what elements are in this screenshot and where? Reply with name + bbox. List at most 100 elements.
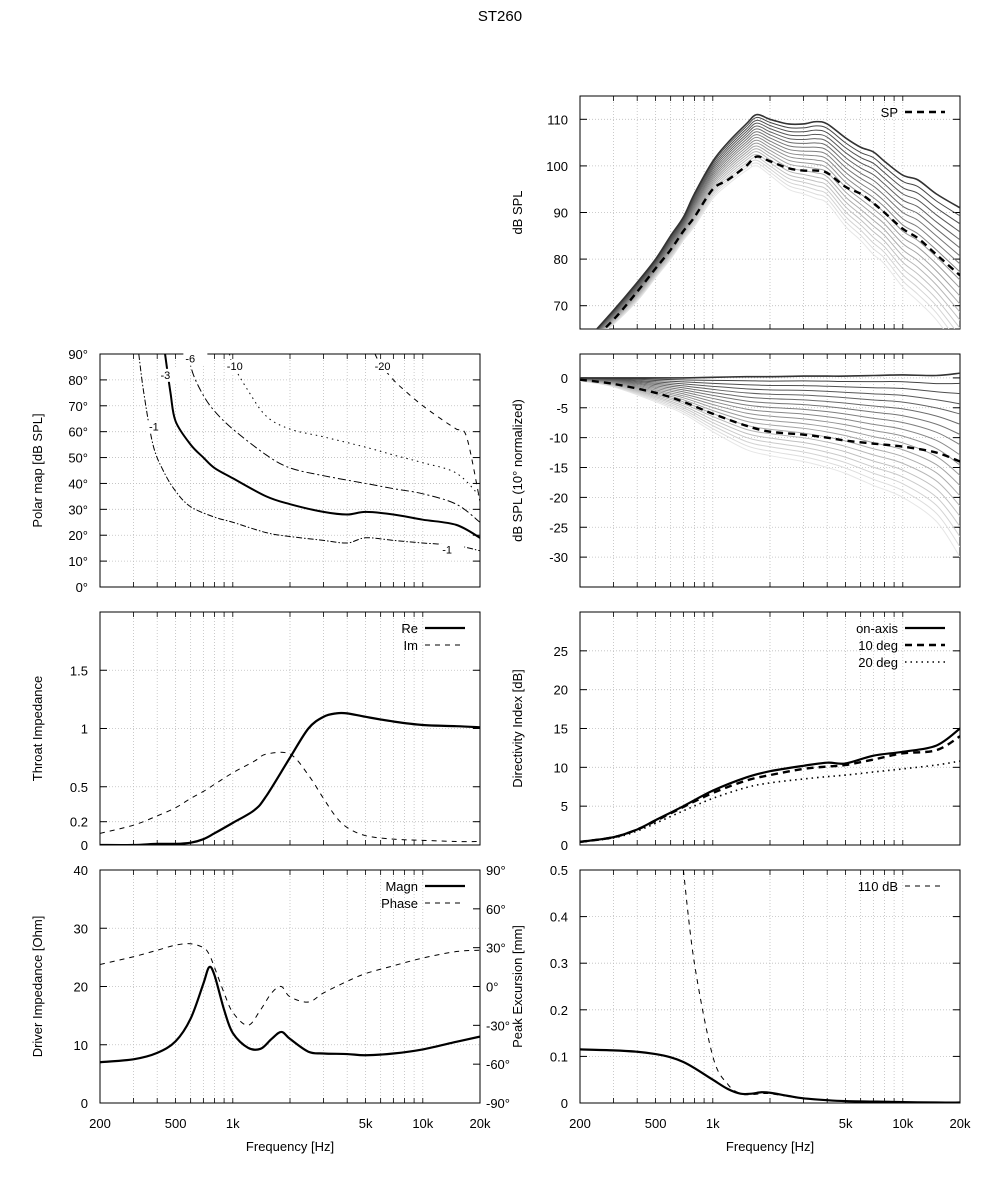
y-tick-label: 0 bbox=[561, 1096, 568, 1111]
y-tick-label: 10° bbox=[68, 554, 88, 569]
y-axis-label: Polar map [dB SPL] bbox=[30, 413, 45, 527]
off-axis-curve bbox=[580, 379, 960, 486]
x-axis-label: Frequency [Hz] bbox=[726, 1139, 814, 1154]
chart-data-layer bbox=[580, 870, 960, 1103]
y2-tick-label: -30° bbox=[486, 1018, 510, 1033]
chart-spl: 70 80 90 100 110 dB SPL SP bbox=[510, 95, 961, 330]
y-tick-label: 0° bbox=[76, 580, 88, 595]
x-tick-label: 5k bbox=[359, 1116, 373, 1131]
y-tick-label: -15 bbox=[549, 461, 568, 476]
contour-line bbox=[187, 354, 480, 523]
y-tick-label: 20 bbox=[74, 980, 88, 995]
magnitude-line bbox=[100, 965, 480, 1064]
y-tick-label: 0.5 bbox=[70, 780, 88, 795]
y-tick-label: 0 bbox=[561, 371, 568, 386]
off-axis-curve bbox=[605, 159, 956, 329]
legend-label: 110 dB bbox=[858, 879, 898, 894]
plot-frame bbox=[99, 353, 481, 588]
plot-frame bbox=[99, 611, 481, 846]
plot-frame bbox=[579, 95, 961, 330]
legend-label: Im bbox=[404, 638, 418, 653]
y-tick-label: 40° bbox=[68, 476, 88, 491]
legend-label: Magn bbox=[385, 879, 418, 894]
y-tick-label: 50° bbox=[68, 451, 88, 466]
y-tick-label: 80° bbox=[68, 373, 88, 388]
y-axis-label: Driver Impedance [Ohm] bbox=[30, 916, 45, 1058]
off-axis-curve bbox=[580, 380, 960, 548]
y-tick-label: 20° bbox=[68, 528, 88, 543]
chart-data-layer bbox=[100, 711, 480, 845]
contour-label: -1 bbox=[149, 422, 159, 434]
series-line bbox=[580, 727, 960, 843]
y-tick-label: 5 bbox=[561, 799, 568, 814]
chart-throat-impedance: 0 0.2 0.5 1 1.5 Throat Impedance Re Im bbox=[30, 611, 481, 853]
x-tick-label: 1k bbox=[226, 1116, 240, 1131]
y-tick-label: -25 bbox=[549, 520, 568, 535]
y-tick-label: 0.2 bbox=[550, 1003, 568, 1018]
y-tick-label: 0.4 bbox=[550, 910, 568, 925]
off-axis-curve bbox=[580, 378, 960, 446]
legend-label: SP bbox=[881, 105, 898, 120]
x-tick-label: 500 bbox=[165, 1116, 187, 1131]
off-axis-curve bbox=[602, 145, 960, 329]
y-axis-label: Throat Impedance bbox=[30, 676, 45, 782]
chart-peak-excursion: 0 0.1 0.2 0.3 0.4 0.5 200 500 1k 5k 10k 20k Frequenc… bbox=[510, 863, 971, 1154]
off-axis-curve bbox=[580, 380, 960, 537]
y-tick-label: 70° bbox=[68, 399, 88, 414]
off-axis-curve bbox=[597, 119, 960, 329]
y-tick-label: 0.2 bbox=[70, 815, 88, 830]
y-tick-label: 10 bbox=[554, 760, 568, 775]
chart-data-layer bbox=[580, 727, 960, 844]
chart-data-layer bbox=[580, 372, 960, 558]
on-axis-line bbox=[595, 113, 960, 329]
legend-label: on-axis bbox=[856, 621, 898, 636]
contour-label: -1 bbox=[442, 545, 452, 557]
x-tick-label: 200 bbox=[89, 1116, 111, 1131]
contour-label-bg bbox=[146, 420, 171, 434]
y-tick-label: 1.5 bbox=[70, 663, 88, 678]
plot-frame bbox=[579, 353, 961, 588]
y-tick-label: 0 bbox=[81, 838, 88, 853]
off-axis-curve bbox=[580, 379, 960, 507]
off-axis-curve bbox=[580, 378, 960, 425]
y-tick-label: 0.1 bbox=[550, 1049, 568, 1064]
off-axis-curve bbox=[596, 116, 960, 329]
off-axis-curve bbox=[599, 131, 960, 329]
y-tick-label: 90 bbox=[554, 206, 568, 221]
contour-label-bg bbox=[158, 368, 183, 382]
x-tick-label: 20k bbox=[950, 1116, 971, 1131]
off-axis-curve bbox=[580, 377, 960, 395]
series-line bbox=[100, 711, 480, 845]
y-tick-label: 0.5 bbox=[550, 863, 568, 878]
y-axis-label: dB SPL bbox=[510, 190, 525, 234]
off-axis-curve bbox=[580, 378, 960, 435]
plot-frame bbox=[579, 869, 961, 1104]
x-tick-label: 500 bbox=[645, 1116, 667, 1131]
contour-line bbox=[228, 354, 480, 497]
x-tick-label: 5k bbox=[839, 1116, 853, 1131]
contour-line bbox=[374, 354, 480, 502]
y-tick-label: -5 bbox=[556, 401, 568, 416]
x-axis-label: Frequency [Hz] bbox=[246, 1139, 334, 1154]
series-line bbox=[682, 870, 960, 1103]
sp-line bbox=[602, 155, 960, 329]
y-tick-label: 30 bbox=[74, 921, 88, 936]
sp-line bbox=[580, 378, 960, 463]
x-tick-label: 10k bbox=[892, 1116, 913, 1131]
off-axis-curve bbox=[580, 378, 960, 466]
contour-label-bg bbox=[224, 360, 249, 373]
y-tick-label: 0.3 bbox=[550, 956, 568, 971]
off-axis-curve bbox=[580, 379, 960, 476]
off-axis-curve bbox=[580, 378, 960, 456]
on-axis-line bbox=[580, 372, 960, 379]
chart-directivity: 0 5 10 15 20 25 Directivity Index [dB] on-axis 1… bbox=[510, 611, 961, 853]
contour-label-bg bbox=[183, 352, 208, 366]
x-tick-label: 10k bbox=[412, 1116, 433, 1131]
off-axis-curve bbox=[580, 379, 960, 497]
series-line bbox=[580, 735, 960, 844]
y-tick-label: 100 bbox=[546, 159, 568, 174]
off-axis-curve bbox=[600, 136, 960, 329]
y2-tick-label: 0° bbox=[486, 980, 498, 995]
